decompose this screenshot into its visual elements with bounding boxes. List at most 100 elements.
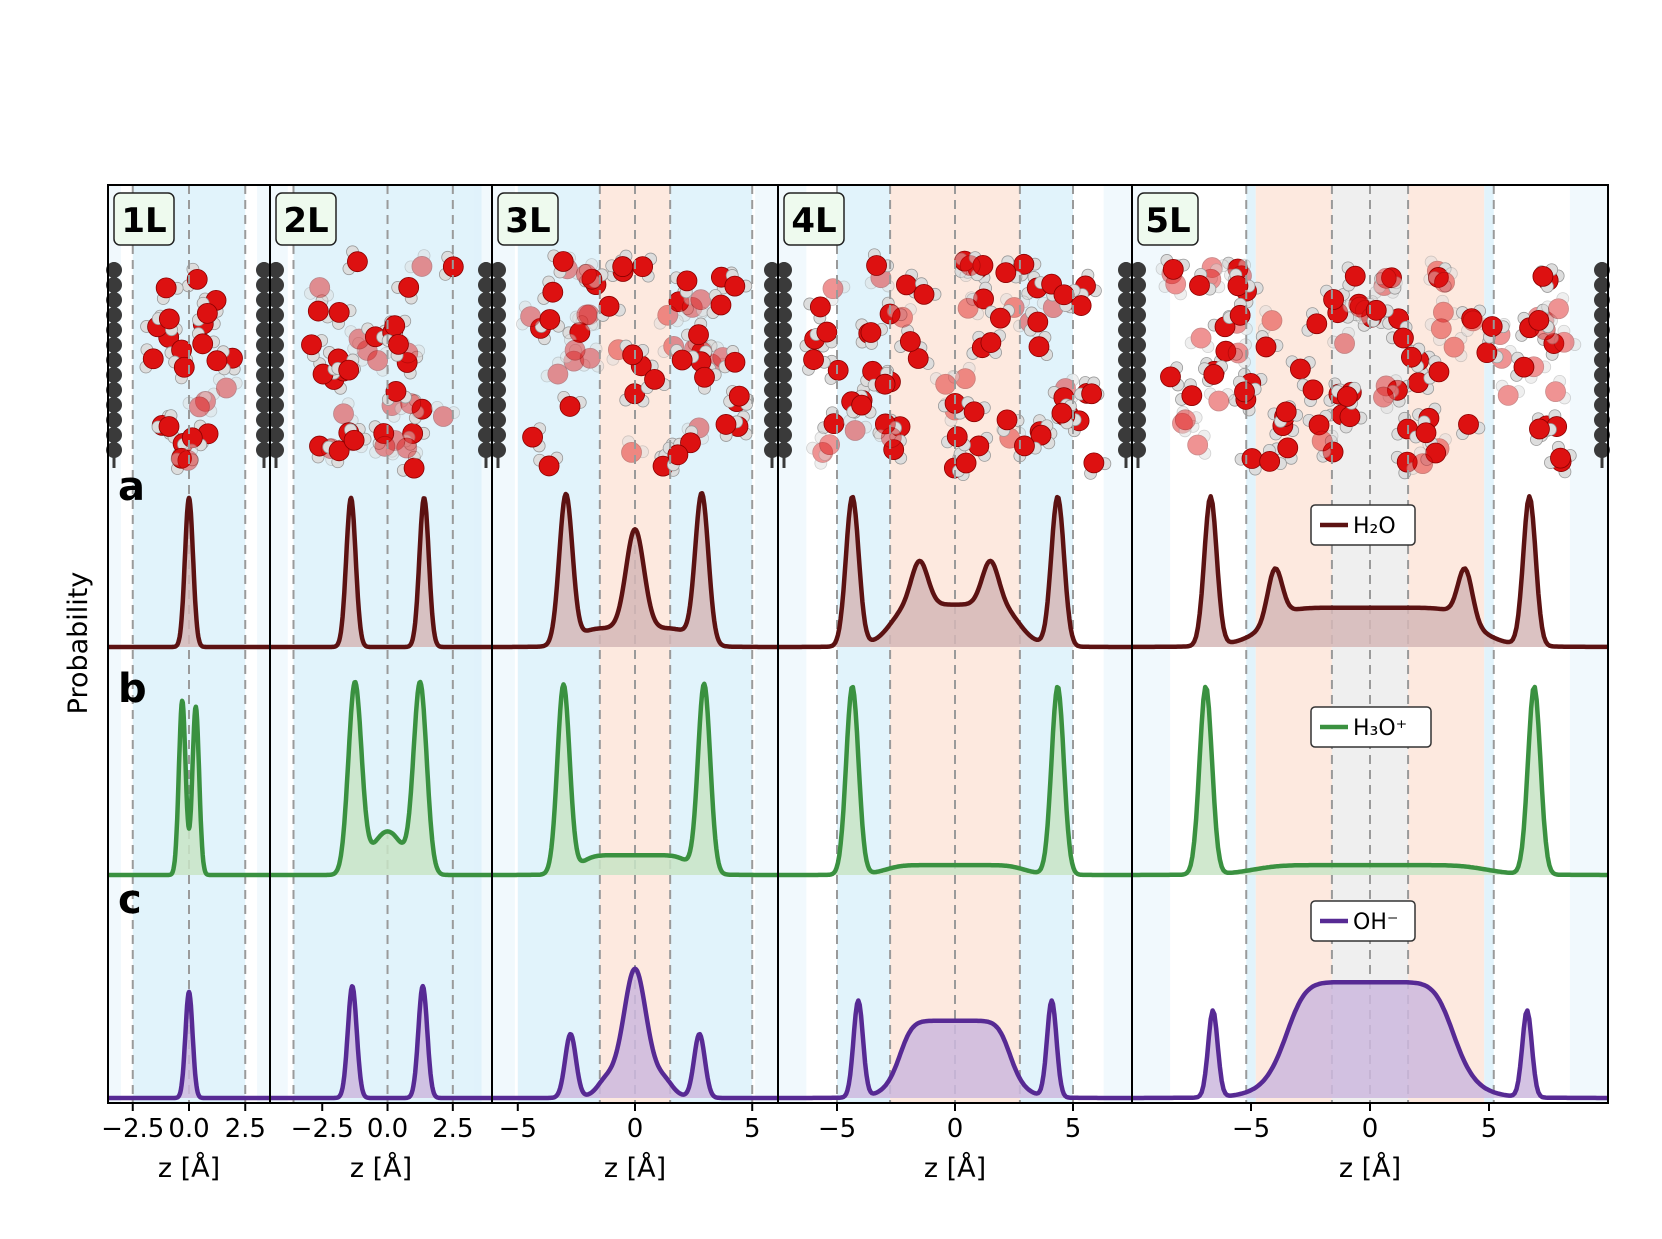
oxygen-atom <box>1162 258 1184 280</box>
oxygen-atom <box>195 390 216 412</box>
hydrogen-atom <box>229 376 243 390</box>
water-molecule <box>860 322 888 350</box>
hydrogen-atom <box>1184 336 1198 350</box>
oxygen-atom <box>158 416 180 437</box>
oxygen-atom <box>1027 311 1049 333</box>
water-molecule <box>1160 254 1190 280</box>
water-molecule <box>619 339 650 366</box>
water-molecule <box>1541 292 1570 320</box>
water-molecule <box>596 295 626 322</box>
oxygen-atom <box>385 381 407 402</box>
x-axis-label-5L: z [Å] <box>1339 1152 1401 1184</box>
oxygen-atom <box>973 288 994 310</box>
panel-labels: 1L 2L 3L 4L 5L <box>113 192 1199 246</box>
water-molecule <box>678 296 709 322</box>
curve-line-h2o-1L <box>106 495 272 650</box>
water-molecule <box>1537 333 1565 361</box>
row-label-a: a <box>118 464 145 510</box>
oxygen-atom <box>963 401 985 423</box>
water-molecule <box>1074 376 1103 405</box>
oxygen-atom <box>823 413 845 435</box>
curve-line-oh-3L <box>490 966 780 1101</box>
hydrogen-atom <box>412 344 426 358</box>
x-axis-label-2L: z [Å] <box>350 1152 412 1184</box>
oxygen-atom <box>1461 308 1483 329</box>
water-molecule <box>621 435 649 463</box>
hydrogen-atom <box>606 352 620 366</box>
hydrogen-atom <box>212 373 226 386</box>
oxygen-atom <box>1013 253 1035 275</box>
curve-line-oh-1L <box>106 989 272 1101</box>
hydrogen-atom <box>670 314 684 328</box>
oxygen-atom <box>1229 304 1251 326</box>
water-molecule <box>1342 296 1371 325</box>
oxygen-atom <box>301 334 322 356</box>
water-molecules-4L <box>799 248 1112 482</box>
oxygen-atom <box>173 356 195 378</box>
oxygen-atom <box>1308 414 1330 436</box>
curve-fill-h2o-5L <box>1132 496 1608 647</box>
hydrogen-atom <box>516 317 529 331</box>
water-molecule <box>1427 262 1452 293</box>
hydrogen-atom <box>1558 391 1571 405</box>
hydrogen-atom <box>711 341 724 355</box>
graphene-sheet-right-4L <box>1118 262 1134 468</box>
water-molecule <box>809 321 838 349</box>
oxygen-atom <box>1070 295 1092 316</box>
hydrogen-atom <box>1238 355 1251 369</box>
hydrogen-atom <box>1186 419 1200 433</box>
water-molecule <box>1227 268 1256 297</box>
hydrogen-atom <box>198 391 212 405</box>
oxygen-atom <box>1323 289 1344 310</box>
panel-label-box <box>275 192 337 246</box>
water-molecule <box>886 303 917 328</box>
oxygen-atom <box>196 302 218 324</box>
oxygen-atom <box>1427 267 1449 288</box>
hydrogen-atom <box>341 397 355 411</box>
water-molecule <box>563 343 591 372</box>
water-molecule <box>1532 263 1559 293</box>
oxygen-atom <box>1083 452 1105 474</box>
x-tick-label-3L: 0 <box>627 1114 644 1144</box>
water-molecule <box>817 406 845 435</box>
water-molecule <box>1423 355 1450 385</box>
oxygen-atom <box>1277 437 1299 459</box>
water-molecule <box>1428 267 1458 293</box>
oxygen-atom <box>1215 340 1237 362</box>
oxygen-atom <box>396 437 418 459</box>
water-molecule <box>961 396 991 423</box>
oxygen-atom <box>347 251 368 273</box>
oxygen-atom <box>520 306 542 328</box>
hydrogen-atom <box>1216 259 1230 273</box>
oxygen-atom <box>866 255 887 276</box>
oxygen-atom <box>1241 448 1263 469</box>
hydrogen-atom <box>1342 326 1355 340</box>
oxygen-atom <box>995 262 1017 284</box>
oxygen-atom <box>1234 381 1255 403</box>
oxygen-atom <box>1336 386 1358 407</box>
oxygen-atom <box>192 333 214 355</box>
water-molecule <box>619 383 650 408</box>
oxygen-atom <box>563 350 585 372</box>
x-tick-label-3L: −5 <box>499 1114 537 1144</box>
water-molecule <box>1400 342 1426 373</box>
oxygen-atom <box>411 256 433 277</box>
water-molecule <box>694 366 722 395</box>
water-molecule <box>402 423 431 451</box>
water-molecule <box>1553 324 1582 353</box>
water-molecule <box>706 289 732 319</box>
oxygen-atom <box>576 263 597 285</box>
water-molecule <box>653 304 684 330</box>
legend-h3o: H₃O⁺ <box>1310 706 1432 748</box>
hydrogen-atom <box>653 316 667 330</box>
oxygen-atom <box>328 302 350 323</box>
hydrogen-atom <box>1454 349 1468 363</box>
hydrogen-atom <box>1424 255 1438 269</box>
panel-label-2L: 2L <box>275 192 337 246</box>
oxygen-atom <box>215 377 237 399</box>
water-molecule <box>802 349 831 376</box>
water-molecule <box>1341 261 1366 292</box>
graphene-sheet-left-1L <box>106 262 122 468</box>
legend-label-h3o: H₃O⁺ <box>1353 716 1407 741</box>
